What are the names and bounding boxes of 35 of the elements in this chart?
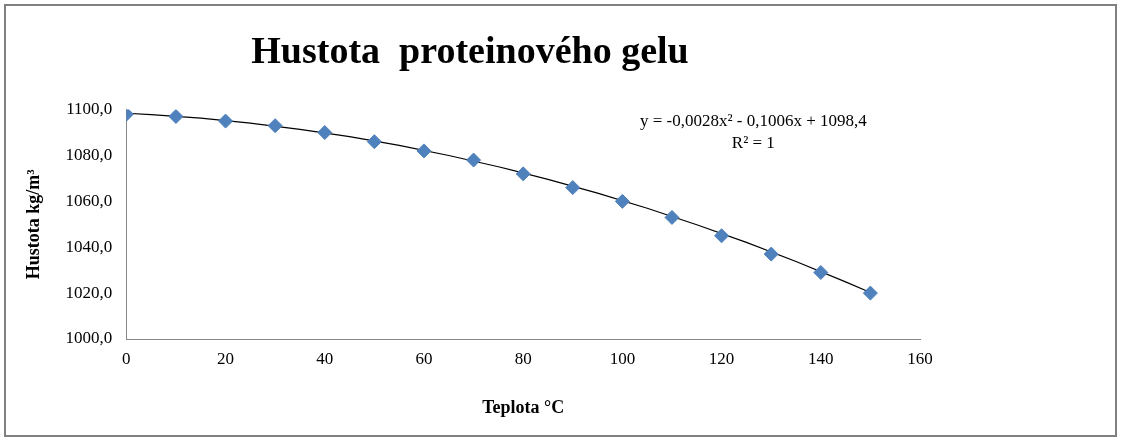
y-tick-label: 1020,0 bbox=[65, 282, 113, 302]
x-tick-label: 0 bbox=[122, 348, 131, 368]
point bbox=[218, 113, 234, 129]
x-tick-label: 20 bbox=[217, 348, 235, 368]
point bbox=[714, 228, 730, 244]
annotation: R² = 1 bbox=[731, 133, 775, 153]
y-tick-label: 1000,0 bbox=[65, 328, 113, 348]
point bbox=[862, 285, 878, 301]
point bbox=[614, 193, 630, 209]
point bbox=[515, 166, 531, 182]
point bbox=[466, 152, 482, 168]
x-axis-title: Teplota °C bbox=[482, 396, 565, 417]
x-tick-label: 60 bbox=[415, 348, 433, 368]
y-tick-label: 1060,0 bbox=[65, 190, 113, 210]
point bbox=[763, 246, 779, 262]
x-tick-label: 160 bbox=[907, 348, 933, 368]
x-tick-label: 100 bbox=[609, 348, 636, 368]
point bbox=[416, 143, 432, 159]
y-tick-label: 1080,0 bbox=[65, 144, 113, 164]
point bbox=[366, 134, 382, 150]
chart-title: Hustota proteinového gelu bbox=[251, 28, 689, 71]
point bbox=[813, 264, 829, 280]
x-tick-label: 40 bbox=[316, 348, 334, 368]
y-tick-label: 1040,0 bbox=[65, 236, 113, 256]
annotation: y = -0,0028x² - 0,1006x + 1098,4 bbox=[639, 111, 868, 131]
point bbox=[168, 109, 184, 124]
x-tick-label: 120 bbox=[708, 348, 735, 368]
point bbox=[565, 180, 581, 196]
x-tick-label: 80 bbox=[514, 348, 532, 368]
point bbox=[317, 125, 333, 141]
y-tick-label: 1100,0 bbox=[66, 99, 113, 119]
point bbox=[664, 209, 680, 225]
y-axis-title: Hustota kg/m³ bbox=[23, 168, 44, 280]
point bbox=[267, 118, 283, 134]
x-tick-label: 140 bbox=[808, 348, 834, 368]
